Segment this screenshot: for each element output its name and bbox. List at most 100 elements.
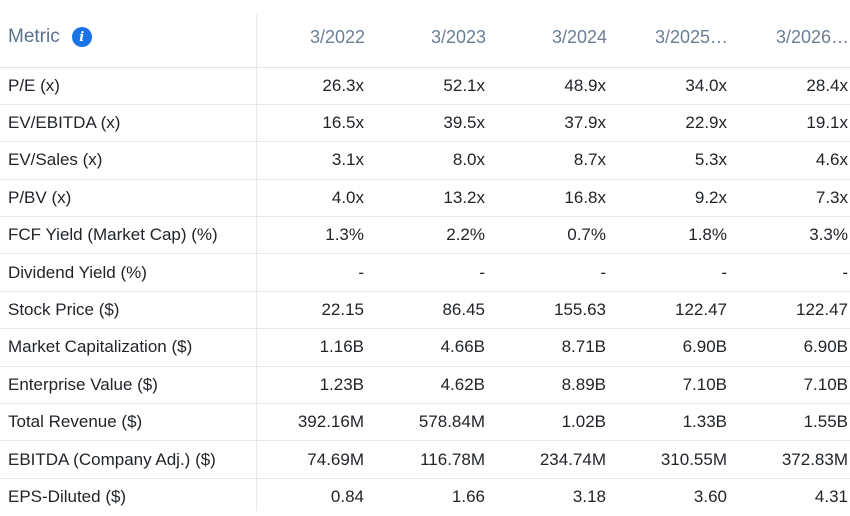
value-cell: 8.89B <box>498 366 619 405</box>
value-cell: - <box>498 253 619 292</box>
value-cell: 234.74M <box>498 440 619 479</box>
value-cell: 372.83M <box>740 440 850 479</box>
metric-name-cell: Enterprise Value ($) <box>0 366 256 405</box>
metric-name-cell: P/BV (x) <box>0 179 256 218</box>
metric-name-cell: EV/EBITDA (x) <box>0 104 256 143</box>
value-cell: 19.1x <box>740 104 850 143</box>
value-cell: 6.90B <box>740 328 850 367</box>
value-cell: 39.5x <box>377 104 498 143</box>
value-cell: 4.62B <box>377 366 498 405</box>
value-cell: 1.02B <box>498 403 619 442</box>
value-cell: 8.71B <box>498 328 619 367</box>
value-cell: 52.1x <box>377 67 498 105</box>
value-cell: 155.63 <box>498 291 619 330</box>
value-cell: - <box>256 253 377 292</box>
period-label: 3/2023 <box>430 26 486 47</box>
info-icon[interactable]: i <box>71 27 92 48</box>
value-cell: 1.66 <box>451 487 485 507</box>
table-row: Market Capitalization ($) 1.16B 4.66B 8.71B… <box>0 328 850 367</box>
period-label: 3/2026… <box>775 26 849 47</box>
table-row: EV/EBITDA (x) 16.5x 39.5x 37.9x 22.9x 19.1x <box>0 104 850 143</box>
value-cell: 7.10B <box>619 366 740 405</box>
value-cell: 3.18 <box>572 487 606 507</box>
value-cell: 7.3x <box>740 179 850 218</box>
period-header: 3/2022 <box>256 0 377 68</box>
value-cell: 1.16B <box>256 328 377 367</box>
period-label: 3/2025… <box>654 26 728 47</box>
table-row: P/BV (x) 4.0x 13.2x 16.8x 9.2x 7.3x <box>0 179 850 218</box>
period-header: 3/2024 <box>498 0 619 68</box>
value-cell: 4.31 <box>814 487 848 507</box>
value-cell: 16.5x <box>256 104 377 143</box>
value-cell: 116.78M <box>377 440 498 479</box>
value-cell: 26.3x <box>256 67 377 105</box>
table-body: P/E (x) 26.3x 52.1x 48.9x 34.0x 28.4x EV/EBITD… <box>0 67 850 516</box>
value-cell: 16.8x <box>498 179 619 218</box>
table-row: EPS-Diluted ($) 0.84 1.66 3.18 3.60 4.31 <box>0 478 850 515</box>
value-cell: 0.7% <box>498 216 619 255</box>
value-cell: 310.55M <box>619 440 740 479</box>
value-cell: - <box>740 253 850 292</box>
value-cell: 74.69M <box>256 440 377 479</box>
metric-name-cell: EBITDA (Company Adj.) ($) <box>0 440 256 479</box>
period-header: 3/2023 <box>377 0 498 68</box>
value-cell: 9.2x <box>619 179 740 218</box>
metric-name-cell: Stock Price ($) <box>0 291 256 330</box>
period-header[interactable]: 3/2025… <box>619 0 740 68</box>
value-cell: 1.8% <box>619 216 740 255</box>
table-row: Total Revenue ($) 392.16M 578.84M 1.02B 1.33… <box>0 403 850 442</box>
value-cell: 4.66B <box>377 328 498 367</box>
table-row: EV/Sales (x) 3.1x 8.0x 8.7x 5.3x 4.6x <box>0 141 850 180</box>
value-cell: 3.3% <box>740 216 850 255</box>
value-cell: 578.84M <box>377 403 498 442</box>
metric-name-cell: EPS-Diluted ($) <box>8 487 127 507</box>
table-row: P/E (x) 26.3x 52.1x 48.9x 34.0x 28.4x <box>0 67 850 105</box>
table-row: Dividend Yield (%) - - - - - <box>0 253 850 292</box>
metric-name-cell: FCF Yield (Market Cap) (%) <box>0 216 256 255</box>
value-cell: 34.0x <box>619 67 740 105</box>
table-header-row: Metric i 3/2022 3/2023 3/2024 3/2025… 3/… <box>0 0 850 68</box>
value-cell: 4.0x <box>256 179 377 218</box>
value-cell: - <box>377 253 498 292</box>
table-row: EBITDA (Company Adj.) ($) 74.69M 116.78M 23… <box>0 440 850 479</box>
value-cell: 0.84 <box>330 487 364 507</box>
value-cell: 6.90B <box>619 328 740 367</box>
value-cell: 1.3% <box>256 216 377 255</box>
value-cell: 5.3x <box>619 141 740 180</box>
value-cell: 392.16M <box>256 403 377 442</box>
value-cell: 48.9x <box>498 67 619 105</box>
metric-column-header: Metric i <box>0 0 256 68</box>
value-cell: 22.15 <box>256 291 377 330</box>
value-cell: 7.10B <box>740 366 850 405</box>
value-cell: 1.33B <box>619 403 740 442</box>
value-cell: 122.47 <box>619 291 740 330</box>
value-cell: 22.9x <box>619 104 740 143</box>
value-cell: 37.9x <box>498 104 619 143</box>
period-label: 3/2022 <box>309 26 365 47</box>
value-cell: 3.1x <box>256 141 377 180</box>
metric-name-cell: Total Revenue ($) <box>0 403 256 442</box>
value-cell: 8.0x <box>377 141 498 180</box>
period-header[interactable]: 3/2026… <box>740 0 850 68</box>
value-cell: 13.2x <box>377 179 498 218</box>
value-cell: 2.2% <box>377 216 498 255</box>
metric-header-label: Metric <box>8 26 60 48</box>
value-cell: 3.60 <box>693 487 727 507</box>
sticky-column-divider <box>256 14 257 511</box>
value-cell: 1.55B <box>740 403 850 442</box>
value-cell: 8.7x <box>498 141 619 180</box>
value-cell: 4.6x <box>740 141 850 180</box>
metric-name-cell: P/E (x) <box>0 67 256 105</box>
metric-name-cell: Market Capitalization ($) <box>0 328 256 367</box>
metric-name-cell: Dividend Yield (%) <box>0 253 256 292</box>
period-label: 3/2024 <box>551 26 607 47</box>
value-cell: 86.45 <box>377 291 498 330</box>
table-row: FCF Yield (Market Cap) (%) 1.3% 2.2% 0.7% 1.… <box>0 216 850 255</box>
value-cell: 1.23B <box>256 366 377 405</box>
value-cell: - <box>619 253 740 292</box>
table-row: Stock Price ($) 22.15 86.45 155.63 122.47 122… <box>0 291 850 330</box>
metric-name-cell: EV/Sales (x) <box>0 141 256 180</box>
table-row: Enterprise Value ($) 1.23B 4.62B 8.89B 7.10B… <box>0 366 850 405</box>
